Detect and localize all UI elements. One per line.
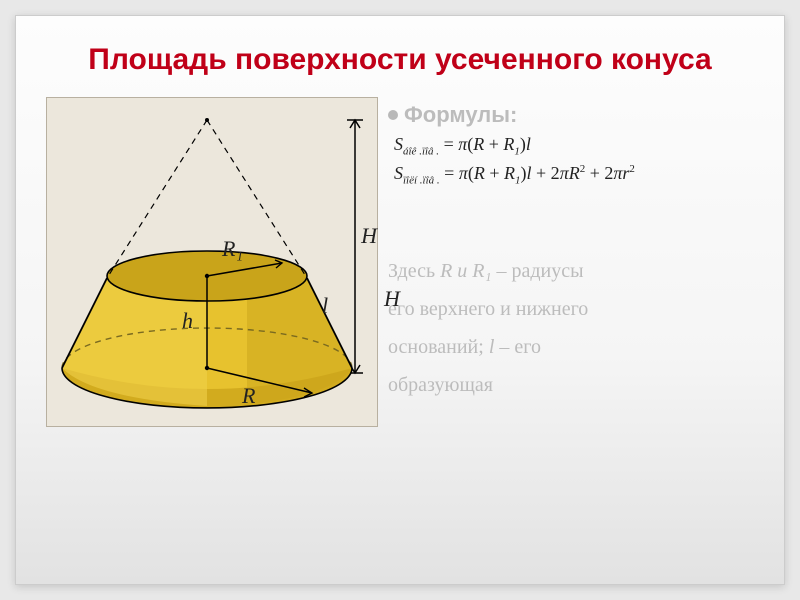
desc-line-1: Здесь R и R₁ – радиусы xyxy=(388,252,754,290)
desc-line-2: его верхнего и нижнего xyxy=(388,290,754,328)
cone-diagram: H R₁ l h R xyxy=(46,97,378,427)
label-H: H xyxy=(361,223,377,249)
desc-line-4: образующая xyxy=(388,366,754,404)
formula-lateral: Sáîê .ïîâ . = π(R + R1)l xyxy=(394,134,754,158)
formulas-heading-row: Формулы: xyxy=(388,102,754,128)
slide: Площадь поверхности усеченного конуса xyxy=(15,15,785,585)
bullet-icon xyxy=(388,110,398,120)
formula-full: Sïîëí .ïîâ . = π(R + R1)l + 2πR2 + 2πr2 xyxy=(394,163,754,187)
content-row: H R₁ l h R H Формулы: Sáîê .ïîâ . = π(R … xyxy=(46,97,754,427)
label-l: l xyxy=(322,293,328,319)
description: Здесь R и R₁ – радиусы его верхнего и ни… xyxy=(388,252,754,404)
label-R: R xyxy=(242,383,255,409)
formulas-heading: Формулы: xyxy=(404,102,517,128)
desc-line-3: оснований; l – его xyxy=(388,328,754,366)
diagram-svg xyxy=(47,98,377,428)
label-R1: R₁ xyxy=(222,236,243,262)
slide-title: Площадь поверхности усеченного конуса xyxy=(46,41,754,79)
right-column: Формулы: Sáîê .ïîâ . = π(R + R1)l Sïîëí … xyxy=(388,97,754,427)
label-h: h xyxy=(182,308,193,334)
label-H-outer: H xyxy=(384,286,400,312)
